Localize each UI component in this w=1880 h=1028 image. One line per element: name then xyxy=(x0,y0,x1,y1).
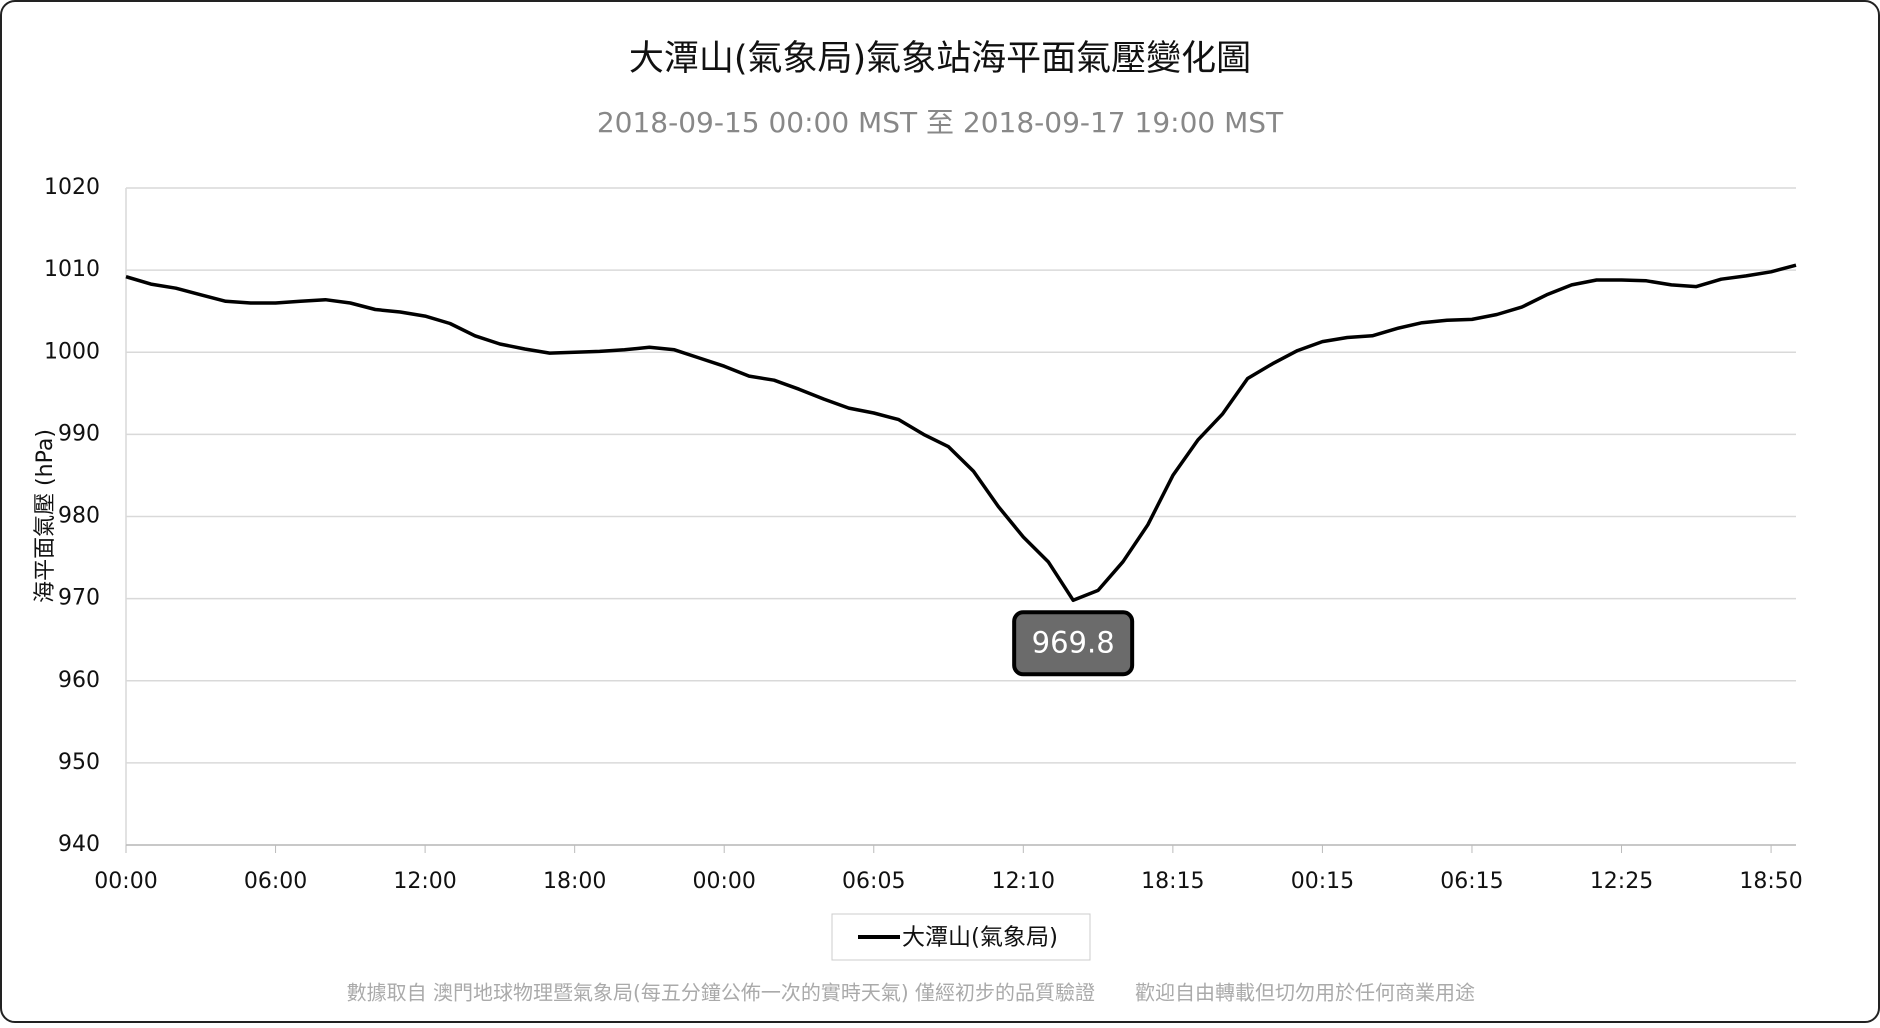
x-tick-label: 12:00 xyxy=(393,869,456,894)
x-tick-label: 18:15 xyxy=(1141,869,1204,894)
y-tick-label: 960 xyxy=(58,668,100,693)
x-tick-label: 12:10 xyxy=(992,869,1055,894)
chart-subtitle: 2018-09-15 00:00 MST 至 2018-09-17 19:00 … xyxy=(597,106,1284,139)
footer-note: 數據取自 澳門地球物理暨氣象局(每五分鐘公佈一次的實時天氣) 僅經初步的品質驗證 xyxy=(347,981,1095,1005)
annotation-label: 969.8 xyxy=(1032,625,1115,659)
y-tick-label: 940 xyxy=(58,832,100,857)
y-axis-label: 海平面氣壓 (hPa) xyxy=(33,429,58,603)
y-tick-label: 1000 xyxy=(44,339,100,364)
x-tick-label: 00:00 xyxy=(693,869,756,894)
y-tick-label: 970 xyxy=(58,586,100,611)
y-tick-label: 980 xyxy=(58,504,100,529)
y-tick-label: 1010 xyxy=(44,257,100,282)
x-tick-label: 18:50 xyxy=(1739,869,1802,894)
annotation-box xyxy=(1012,610,1135,677)
chart-title: 大潭山(氣象局)氣象站海平面氣壓變化圖 xyxy=(629,39,1251,79)
x-tick-label: 00:15 xyxy=(1291,869,1354,894)
x-tick-label: 06:00 xyxy=(244,869,307,894)
y-tick-label: 990 xyxy=(58,421,100,446)
y-tick-label: 950 xyxy=(58,750,100,775)
x-tick-label: 00:00 xyxy=(94,869,157,894)
x-tick-label: 18:00 xyxy=(543,869,606,894)
footer-note: 歡迎自由轉載但切勿用於任何商業用途 xyxy=(1135,981,1475,1005)
x-tick-label: 12:25 xyxy=(1590,869,1653,894)
legend-label: 大潭山(氣象局) xyxy=(902,925,1058,951)
x-tick-label: 06:05 xyxy=(842,869,905,894)
y-tick-label: 1020 xyxy=(44,175,100,200)
x-tick-label: 06:15 xyxy=(1440,869,1503,894)
data-line xyxy=(125,263,1797,603)
